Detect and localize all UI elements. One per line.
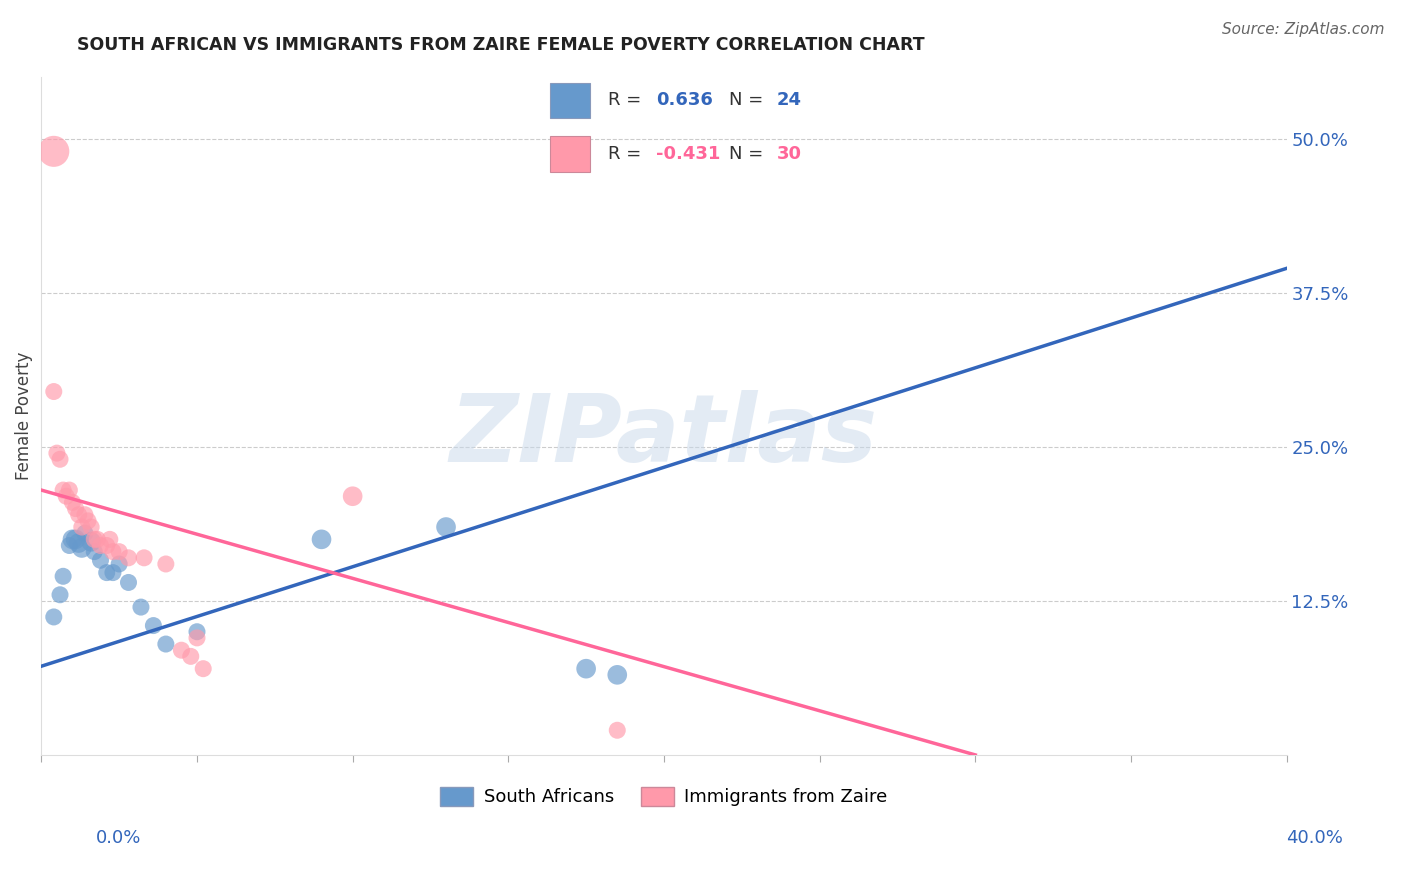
Legend: South Africans, Immigrants from Zaire: South Africans, Immigrants from Zaire: [433, 780, 894, 814]
Point: [73, 526, 96, 541]
Point: [155, 557, 177, 571]
Point: [180, 649, 202, 664]
Text: 40.0%: 40.0%: [1286, 829, 1343, 847]
Point: [52, 483, 75, 497]
Point: [170, 643, 193, 657]
Point: [62, 533, 84, 547]
Text: R =: R =: [607, 91, 647, 110]
Point: [70, 520, 93, 534]
Point: [80, 534, 103, 549]
Point: [55, 489, 77, 503]
Point: [67, 508, 90, 522]
Point: [62, 495, 84, 509]
Point: [49, 588, 72, 602]
Point: [606, 723, 628, 738]
Bar: [550, 83, 589, 119]
Point: [67, 536, 90, 550]
Point: [117, 575, 139, 590]
Point: [142, 618, 165, 632]
Text: N =: N =: [728, 91, 769, 110]
Point: [186, 624, 208, 639]
Point: [80, 520, 103, 534]
Point: [89, 553, 111, 567]
Point: [98, 533, 121, 547]
Text: SOUTH AFRICAN VS IMMIGRANTS FROM ZAIRE FEMALE POVERTY CORRELATION CHART: SOUTH AFRICAN VS IMMIGRANTS FROM ZAIRE F…: [77, 36, 925, 54]
Point: [52, 569, 75, 583]
Point: [108, 544, 131, 558]
Text: R =: R =: [607, 145, 647, 163]
Point: [45, 446, 67, 460]
Point: [117, 550, 139, 565]
Point: [89, 539, 111, 553]
Point: [129, 600, 152, 615]
Point: [108, 557, 131, 571]
Point: [42, 384, 65, 399]
Point: [58, 539, 80, 553]
Point: [96, 539, 118, 553]
Text: ZIPatlas: ZIPatlas: [450, 391, 877, 483]
Point: [101, 544, 124, 558]
Point: [96, 566, 118, 580]
Point: [58, 483, 80, 497]
Point: [132, 550, 155, 565]
Point: [342, 489, 364, 503]
Point: [65, 501, 87, 516]
Text: -0.431: -0.431: [657, 145, 720, 163]
Point: [83, 544, 105, 558]
Point: [575, 662, 598, 676]
Point: [186, 631, 208, 645]
Point: [606, 668, 628, 682]
Point: [83, 533, 105, 547]
Text: 30: 30: [778, 145, 801, 163]
Point: [42, 610, 65, 624]
Point: [86, 533, 108, 547]
Point: [101, 566, 124, 580]
Text: 0.636: 0.636: [657, 91, 713, 110]
Point: [77, 514, 100, 528]
Text: 24: 24: [778, 91, 801, 110]
Y-axis label: Female Poverty: Female Poverty: [15, 352, 32, 481]
Point: [70, 541, 93, 555]
Text: 0.0%: 0.0%: [96, 829, 141, 847]
Point: [311, 533, 333, 547]
Text: Source: ZipAtlas.com: Source: ZipAtlas.com: [1222, 22, 1385, 37]
Point: [65, 533, 87, 547]
Point: [49, 452, 72, 467]
Point: [193, 662, 215, 676]
Text: N =: N =: [728, 145, 769, 163]
Point: [155, 637, 177, 651]
Point: [42, 145, 65, 159]
Point: [73, 508, 96, 522]
Point: [434, 520, 457, 534]
Bar: [550, 136, 589, 171]
